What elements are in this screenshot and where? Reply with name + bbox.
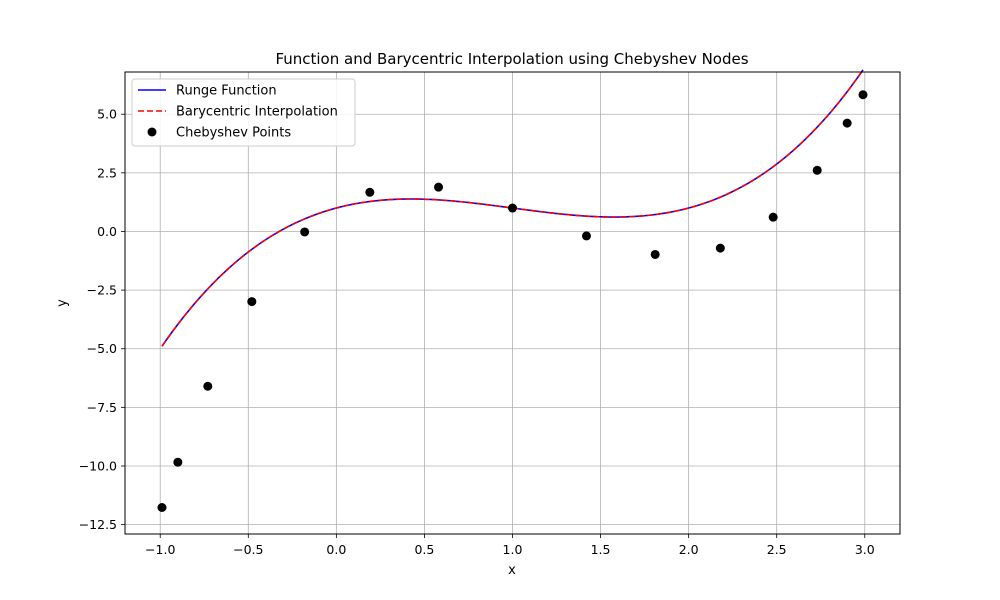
y-tick-label: 5.0 <box>97 107 117 122</box>
chebyshev-point <box>173 457 183 467</box>
chebyshev-point <box>157 502 167 512</box>
chebyshev-point <box>434 182 444 192</box>
chebyshev-point <box>842 118 852 128</box>
chebyshev-point <box>858 90 868 100</box>
chebyshev-point <box>300 227 310 237</box>
y-tick-label: −10.0 <box>79 458 117 473</box>
x-tick-label: 2.0 <box>679 542 699 557</box>
x-tick-label: 3.0 <box>855 542 875 557</box>
x-tick-label: 1.5 <box>591 542 611 557</box>
chebyshev-point <box>508 203 517 213</box>
legend-label: Chebyshev Points <box>176 126 291 141</box>
grid <box>125 72 900 534</box>
chart-title: Function and Barycentric Interpolation u… <box>275 50 748 68</box>
chebyshev-point <box>581 231 591 241</box>
legend-box <box>131 78 356 147</box>
series-layer <box>157 69 868 512</box>
legend-label: Barycentric Interpolation <box>176 105 338 120</box>
chebyshev-point <box>247 297 257 307</box>
chebyshev-point <box>768 212 778 222</box>
chebyshev-point <box>812 165 822 175</box>
x-tick-label: −0.5 <box>233 542 263 557</box>
x-tick-label: 2.5 <box>767 542 787 557</box>
y-tick-label: −2.5 <box>87 283 117 298</box>
legend-swatch <box>147 127 157 137</box>
chebyshev-point <box>203 381 213 391</box>
chebyshev-point <box>365 187 375 197</box>
interpolation-line <box>161 69 864 347</box>
legend: Runge Function Barycentric Interpolation C… <box>131 78 356 147</box>
chebyshev-point <box>715 243 725 253</box>
y-tick-label: −5.0 <box>87 341 117 356</box>
x-axis-label: x <box>508 563 516 578</box>
chebyshev-point <box>650 249 660 259</box>
y-tick-label: 0.0 <box>97 224 117 239</box>
x-tick-label: 1.0 <box>503 542 523 557</box>
y-axis-label: y <box>55 299 70 307</box>
ticks: −1.0 −0.5 0.0 0.5 1.0 1.5 2.0 2.5 3.0 −12.5 −10.0 −… <box>79 107 875 557</box>
y-tick-label: −7.5 <box>87 400 117 415</box>
y-tick-label: −12.5 <box>79 517 117 532</box>
y-tick-label: 2.5 <box>97 165 117 180</box>
x-tick-label: 0.0 <box>326 542 346 557</box>
x-tick-label: −1.0 <box>145 542 175 557</box>
x-tick-label: 0.5 <box>414 542 434 557</box>
legend-label: Runge Function <box>176 84 277 99</box>
